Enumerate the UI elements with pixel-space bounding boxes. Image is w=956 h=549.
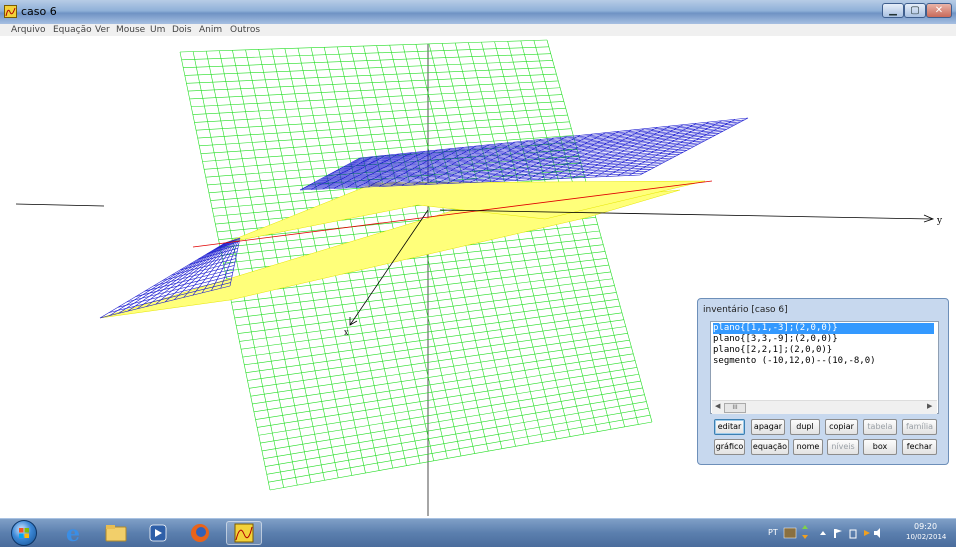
red-segment xyxy=(192,180,713,248)
list-item[interactable]: segmento (-10,12,0)--(10,-8,0) xyxy=(713,356,876,366)
dupl-button[interactable]: dupl xyxy=(790,419,820,435)
inventory-title: inventário [caso 6] xyxy=(703,305,788,315)
maximize-button[interactable]: ▢ xyxy=(904,3,926,18)
windows-start-icon[interactable] xyxy=(11,520,37,546)
menu-equacao[interactable]: Equação xyxy=(53,25,92,35)
green-plane xyxy=(179,39,653,491)
scroll-right-icon[interactable]: ▶ xyxy=(927,402,933,410)
title-bar: caso 6 ▁ ▢ ✕ xyxy=(0,0,956,25)
tabela-button[interactable]: tabela xyxy=(863,419,897,435)
minimize-button[interactable]: ▁ xyxy=(882,3,904,18)
yellow-plane-upper xyxy=(224,180,706,244)
list-item[interactable]: plano{[3,3,-9];(2,0,0)} xyxy=(713,334,838,344)
menu-ver[interactable]: Ver xyxy=(95,25,110,35)
menu-bar: Arquivo Equação Ver Mouse Um Dois Anim O… xyxy=(0,24,956,36)
menu-dois[interactable]: Dois xyxy=(172,25,192,35)
scroll-left-icon[interactable]: ◀ xyxy=(715,402,721,410)
media-player-icon[interactable] xyxy=(140,521,176,545)
y-axis xyxy=(439,209,933,220)
menu-outros[interactable]: Outros xyxy=(230,25,261,35)
maximize-icon: ▢ xyxy=(910,5,920,16)
close-icon: ✕ xyxy=(934,5,944,16)
svg-text:e: e xyxy=(66,521,80,545)
y-axis-arrow xyxy=(923,214,935,223)
system-tray-icons[interactable] xyxy=(782,525,882,541)
grafico-button[interactable]: gráfico xyxy=(714,439,745,455)
inventory-dialog: inventário [caso 6] plano{[1,1,-3];(2,0,… xyxy=(697,298,949,465)
box-button[interactable]: box xyxy=(863,439,897,455)
nome-button[interactable]: nome xyxy=(793,439,823,455)
y-axis-label: y xyxy=(936,216,943,226)
winplot-icon[interactable] xyxy=(226,521,262,545)
language-indicator[interactable]: PT xyxy=(768,528,778,537)
window-title: caso 6 xyxy=(21,5,57,18)
menu-arquivo[interactable]: Arquivo xyxy=(11,25,46,35)
fechar-button[interactable]: fechar xyxy=(902,439,937,455)
file-explorer-icon[interactable] xyxy=(98,521,134,545)
menu-anim[interactable]: Anim xyxy=(199,25,223,35)
equacao-button[interactable]: equação xyxy=(751,439,789,455)
axis-left-segment xyxy=(15,203,105,207)
yellow-plane xyxy=(99,189,681,319)
scroll-thumb[interactable]: III xyxy=(724,403,746,413)
apagar-button[interactable]: apagar xyxy=(751,419,785,435)
x-axis-arrow xyxy=(349,317,358,326)
horizontal-scrollbar[interactable]: ◀ III ▶ xyxy=(712,400,937,414)
close-button[interactable]: ✕ xyxy=(926,3,952,18)
taskbar: e PT 09:20 10/02/2014 xyxy=(0,518,956,547)
menu-um[interactable]: Um xyxy=(150,25,166,35)
copiar-button[interactable]: copiar xyxy=(825,419,858,435)
editar-button[interactable]: editar xyxy=(714,419,745,435)
internet-explorer-icon[interactable]: e xyxy=(56,521,92,547)
familia-button[interactable]: família xyxy=(902,419,937,435)
function-plot-icon xyxy=(4,5,17,18)
clock-date[interactable]: 10/02/2014 xyxy=(906,533,947,541)
clock-time[interactable]: 09:20 xyxy=(914,522,938,531)
x-axis xyxy=(349,209,429,326)
menu-mouse[interactable]: Mouse xyxy=(116,25,146,35)
blue-plane xyxy=(99,117,749,319)
plot-canvas[interactable]: y x xyxy=(0,36,956,518)
inventory-list[interactable]: plano{[1,1,-3];(2,0,0)} plano{[3,3,-9];(… xyxy=(710,321,939,414)
firefox-icon[interactable] xyxy=(182,521,218,545)
list-item[interactable]: plano{[2,2,1];(2,0,0)} xyxy=(713,345,833,355)
minimize-icon: ▁ xyxy=(889,5,897,16)
niveis-button[interactable]: níveis xyxy=(827,439,859,455)
x-axis-label: x xyxy=(344,328,349,337)
list-item[interactable]: plano{[1,1,-3];(2,0,0)} xyxy=(713,323,934,334)
